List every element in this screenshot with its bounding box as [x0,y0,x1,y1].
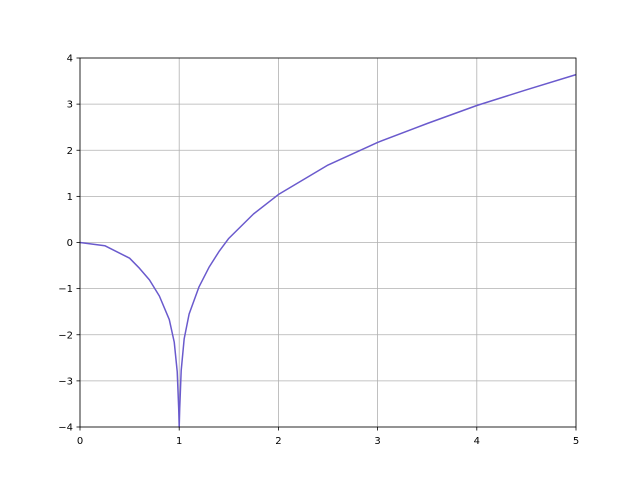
y-tick-label: −4 [58,423,73,434]
x-tick-label: 2 [275,436,281,447]
y-tick-label: 4 [67,54,73,65]
y-tick-label: 0 [67,238,73,249]
y-tick-label: −2 [58,330,73,341]
y-tick-label: 1 [67,192,73,203]
y-tick-label: 2 [67,146,73,157]
x-tick-label: 0 [77,436,83,447]
x-tick-label: 3 [374,436,380,447]
ticks: 0 1 2 3 4 5 −4 −3 −2 −1 0 1 2 3 4 [58,54,579,447]
series-line [79,73,577,428]
x-tick-label: 4 [474,436,480,447]
y-tick-label: −3 [58,376,73,387]
x-tick-label: 5 [573,436,579,447]
series-layer [79,73,577,428]
x-tick-label: 1 [176,436,182,447]
y-tick-label: 3 [67,100,73,111]
y-tick-label: −1 [58,284,73,295]
